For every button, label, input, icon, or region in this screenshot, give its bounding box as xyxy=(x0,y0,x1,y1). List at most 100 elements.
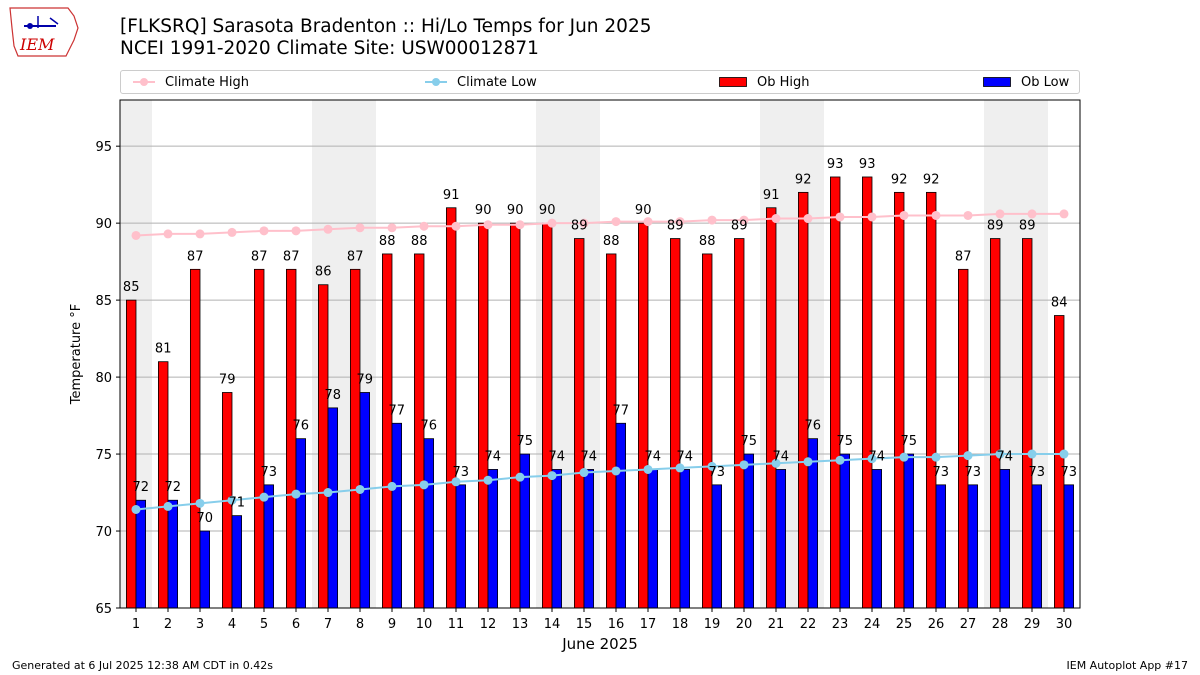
climate-high-point xyxy=(611,217,621,227)
climate-high-point xyxy=(995,209,1005,219)
ob-low-bar xyxy=(615,422,627,609)
app-credit: IEM Autoplot App #17 xyxy=(1066,659,1189,672)
ob-high-label: 90 xyxy=(475,203,492,218)
climate-high-point xyxy=(675,217,685,227)
x-tick-label: 2 xyxy=(164,617,172,632)
x-tick-label: 30 xyxy=(1056,617,1073,632)
ob-low-bar xyxy=(903,453,915,609)
ob-low-bar xyxy=(1063,484,1075,609)
ob-low-bar xyxy=(967,484,979,609)
ob-high-label: 90 xyxy=(635,203,652,218)
ob-high-label: 89 xyxy=(987,219,1004,234)
climate-low-point xyxy=(963,451,973,461)
climate-low-point xyxy=(547,471,557,481)
ob-low-label: 75 xyxy=(901,434,918,449)
ob-high-label: 89 xyxy=(667,219,684,234)
ob-low-label: 75 xyxy=(837,434,854,449)
ob-low-bar xyxy=(775,469,787,609)
ob-high-bar xyxy=(862,176,873,609)
ob-high-bar xyxy=(926,191,937,609)
climate-high-point xyxy=(323,224,333,234)
climate-low-point xyxy=(323,488,333,498)
x-axis-label: June 2025 xyxy=(561,635,638,653)
ob-low-label: 72 xyxy=(165,480,182,495)
climate-high-point xyxy=(483,220,493,230)
ob-low-bar xyxy=(871,469,883,609)
climate-low-point xyxy=(803,457,813,467)
climate-high-line xyxy=(135,212,1064,237)
x-tick-label: 25 xyxy=(896,617,913,632)
legend-item-ob-low: Ob Low xyxy=(983,71,1069,93)
x-tick-label: 11 xyxy=(448,617,465,632)
x-tick-label: 14 xyxy=(544,617,561,632)
ob-low-label: 77 xyxy=(613,403,630,418)
ob-low-label: 71 xyxy=(229,496,246,511)
climate-high-point xyxy=(867,212,877,222)
climate-high-point xyxy=(899,210,909,220)
climate-high-point xyxy=(547,218,557,228)
y-tick-label: 75 xyxy=(95,448,112,463)
ob-high-label: 89 xyxy=(731,219,748,234)
ob-low-bar xyxy=(231,515,243,609)
x-tick-label: 20 xyxy=(736,617,753,632)
climate-low-point xyxy=(995,449,1005,459)
ob-low-label: 73 xyxy=(453,465,470,480)
title-line-1: [FLKSRQ] Sarasota Bradenton :: Hi/Lo Tem… xyxy=(120,16,652,37)
ob-high-bar xyxy=(670,238,681,609)
climate-low-point xyxy=(387,481,397,491)
ob-high-bar xyxy=(830,176,841,609)
ob-high-bar xyxy=(798,191,809,609)
climate-low-point xyxy=(291,489,301,499)
climate-low-point xyxy=(419,480,429,490)
ob-low-label: 75 xyxy=(741,434,758,449)
ob-high-label: 89 xyxy=(1019,219,1036,234)
ob-low-bar xyxy=(455,484,467,609)
climate-low-point xyxy=(195,498,205,508)
ob-low-bar xyxy=(1031,484,1043,609)
ob-low-label: 73 xyxy=(965,465,982,480)
climate-low-point xyxy=(675,463,685,473)
ob-low-bar xyxy=(999,469,1011,609)
ob-low-label: 73 xyxy=(1029,465,1046,480)
climate-high-point xyxy=(643,217,653,227)
climate-low-point xyxy=(899,452,909,462)
climate-high-point xyxy=(355,223,365,233)
ob-high-bar xyxy=(445,207,457,609)
climate-high-point xyxy=(515,220,525,230)
ob-high-swatch xyxy=(719,77,747,87)
x-tick-label: 5 xyxy=(260,617,268,632)
climate-high-point xyxy=(963,210,973,220)
ob-high-bar xyxy=(317,284,329,609)
climate-high-point xyxy=(803,214,813,224)
x-tick-label: 24 xyxy=(864,617,881,632)
logo-text: IEM xyxy=(19,35,55,54)
ob-high-label: 87 xyxy=(187,249,204,264)
ob-low-label: 74 xyxy=(581,449,598,464)
climate-high-point xyxy=(579,218,589,228)
ob-low-label: 75 xyxy=(517,434,534,449)
climate-high-point xyxy=(195,229,205,239)
x-tick-label: 16 xyxy=(608,617,625,632)
ob-low-label: 77 xyxy=(389,403,406,418)
ob-low-label: 73 xyxy=(709,465,726,480)
climate-high-point xyxy=(707,215,717,225)
ob-high-bar xyxy=(766,207,777,609)
ob-high-label: 87 xyxy=(251,249,268,264)
climate-high-point xyxy=(163,229,173,239)
ob-high-bar xyxy=(606,253,617,609)
x-tick-label: 27 xyxy=(960,617,977,632)
x-tick-label: 19 xyxy=(704,617,721,632)
ob-high-label: 90 xyxy=(539,203,556,218)
ob-low-bar xyxy=(327,407,339,609)
ob-low-label: 73 xyxy=(1061,465,1078,480)
climate-low-point xyxy=(707,461,717,471)
climate-low-point xyxy=(643,464,653,474)
ob-high-bar xyxy=(1054,315,1065,609)
climate-low-point xyxy=(483,475,493,485)
plot-frame xyxy=(119,99,1081,609)
x-tick-label: 12 xyxy=(480,617,497,632)
ob-low-bar xyxy=(423,438,435,609)
climate-low-point xyxy=(1027,449,1037,459)
climate-high-point xyxy=(771,214,781,224)
ob-high-label: 88 xyxy=(699,234,716,249)
